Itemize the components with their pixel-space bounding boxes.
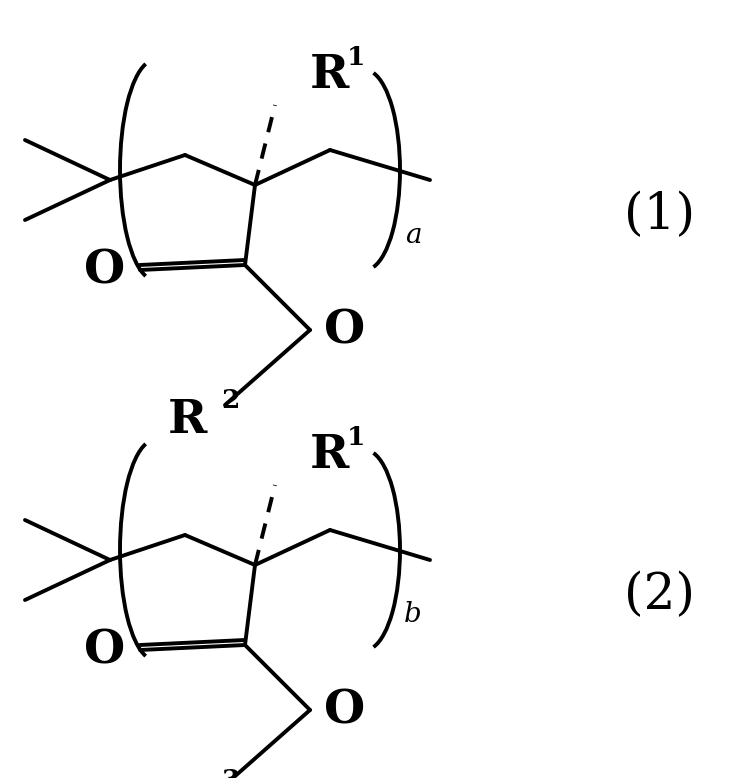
Text: 3: 3 (220, 768, 239, 778)
Text: R: R (310, 52, 350, 98)
Text: R: R (167, 777, 206, 778)
Text: O: O (325, 307, 365, 353)
Text: 2: 2 (220, 387, 239, 412)
Text: (2): (2) (625, 570, 695, 620)
Text: O: O (85, 247, 125, 293)
Text: 1: 1 (347, 44, 365, 69)
Text: (1): (1) (625, 191, 695, 240)
Text: 1: 1 (347, 425, 365, 450)
Text: R: R (167, 397, 206, 443)
Text: O: O (85, 627, 125, 673)
Text: a: a (405, 222, 422, 248)
Text: b: b (404, 601, 422, 629)
Text: O: O (325, 687, 365, 733)
Text: R: R (310, 432, 350, 478)
